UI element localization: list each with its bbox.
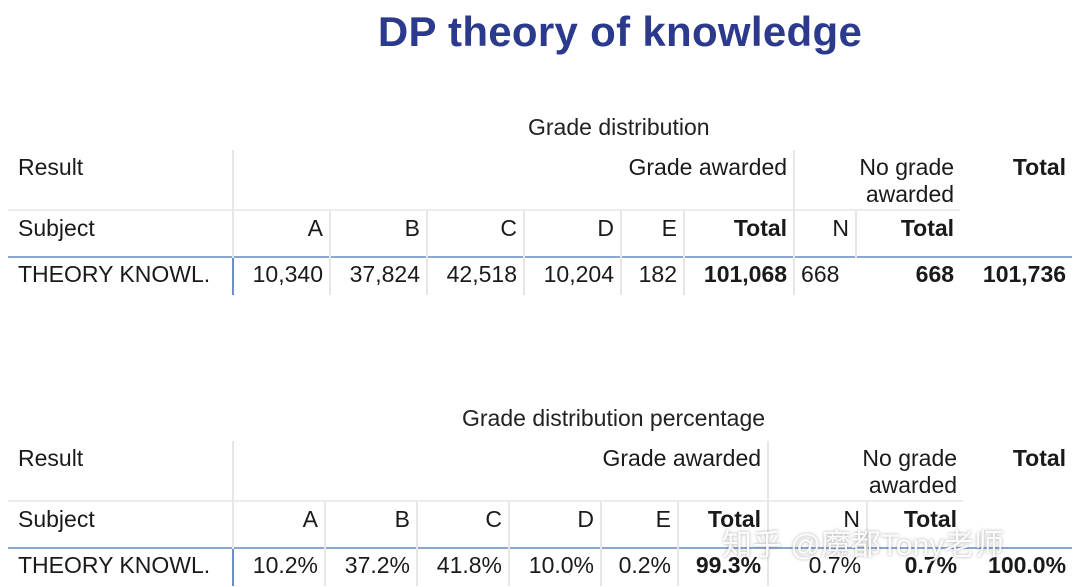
value-b: 37,824 xyxy=(329,256,427,295)
value-d: 10.0% xyxy=(508,547,601,586)
no-grade-awarded-header: No grade awarded xyxy=(767,441,964,501)
grade-awarded-header: Grade awarded xyxy=(231,441,769,501)
subject-name: THEORY KNOWL. xyxy=(8,256,233,295)
col-header-e: E xyxy=(620,209,684,257)
col-header-n: N xyxy=(793,209,857,257)
table-row: THEORY KNOWL. 10,340 37,824 42,518 10,20… xyxy=(8,256,1073,295)
grade-awarded-header: Grade awarded xyxy=(231,150,795,210)
table-caption: Grade distribution percentage xyxy=(462,405,766,431)
col-header-no-grade-total: Total xyxy=(855,209,961,257)
col-header-e: E xyxy=(600,500,678,548)
col-header-b: B xyxy=(329,209,427,257)
value-c: 42,518 xyxy=(426,256,524,295)
result-label: Result xyxy=(18,154,84,180)
no-grade-line2: awarded xyxy=(868,472,958,498)
value-a: 10.2% xyxy=(232,547,325,586)
no-grade-line2: awarded xyxy=(865,181,955,207)
value-a: 10,340 xyxy=(232,256,330,295)
subject-label: Subject xyxy=(8,209,233,257)
subject-name: THEORY KNOWL. xyxy=(8,547,233,586)
total-header: Total xyxy=(1012,154,1067,180)
value-e: 182 xyxy=(620,256,684,295)
result-label: Result xyxy=(18,445,84,471)
col-header-a: A xyxy=(232,209,330,257)
col-header-d: D xyxy=(508,500,601,548)
value-n: 668 xyxy=(793,256,857,295)
value-grade-total: 99.3% xyxy=(676,547,769,586)
table-caption: Grade distribution xyxy=(528,114,710,140)
col-header-no-grade-total: Total xyxy=(866,500,964,548)
table-row: THEORY KNOWL. 10.2% 37.2% 41.8% 10.0% 0.… xyxy=(8,547,1073,586)
no-grade-line1: No grade xyxy=(859,154,955,180)
value-overall-total: 100.0% xyxy=(963,547,1073,586)
value-d: 10,204 xyxy=(523,256,621,295)
value-n: 0.7% xyxy=(767,547,868,586)
col-header-c: C xyxy=(416,500,509,548)
value-overall-total: 101,736 xyxy=(960,256,1073,295)
col-header-d: D xyxy=(523,209,621,257)
value-e: 0.2% xyxy=(600,547,678,586)
grade-distribution-percentage-table: Result Grade awarded No grade awarded To… xyxy=(8,441,1073,586)
col-header-grade-total: Total xyxy=(676,500,769,548)
total-header: Total xyxy=(1012,445,1067,471)
subject-label: Subject xyxy=(8,500,233,548)
no-grade-awarded-header: No grade awarded xyxy=(793,150,961,210)
col-header-b: B xyxy=(324,500,417,548)
value-b: 37.2% xyxy=(324,547,417,586)
value-no-grade-total: 0.7% xyxy=(867,547,964,586)
value-no-grade-total: 668 xyxy=(856,256,961,295)
page-title: DP theory of knowledge xyxy=(377,8,863,55)
value-grade-total: 101,068 xyxy=(682,256,795,295)
value-c: 41.8% xyxy=(416,547,509,586)
col-header-grade-total: Total xyxy=(682,209,795,257)
col-header-c: C xyxy=(426,209,524,257)
no-grade-line1: No grade xyxy=(862,445,958,471)
col-header-n: N xyxy=(767,500,868,548)
col-header-a: A xyxy=(232,500,325,548)
grade-distribution-table: Result Grade awarded No grade awarded To… xyxy=(8,150,1073,295)
